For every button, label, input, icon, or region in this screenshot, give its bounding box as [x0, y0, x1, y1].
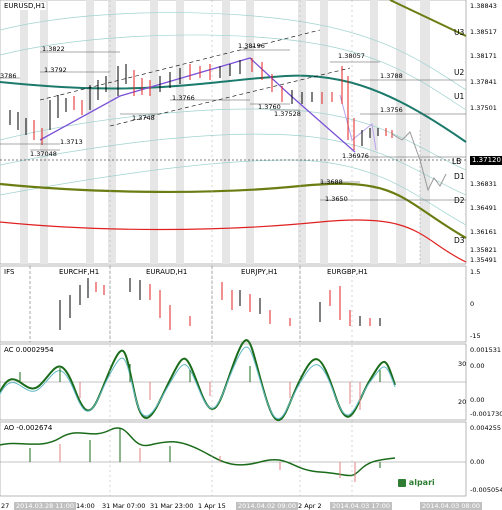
ac-left-mark: 30 [458, 360, 467, 368]
time-label: 14:00 [76, 502, 95, 510]
level-label-lb: LB [452, 157, 462, 166]
logo-text: alpari [408, 478, 435, 487]
annotation: 1.3748 [132, 114, 155, 122]
price-scale-label: 1.36161 [470, 228, 497, 236]
logo-icon [398, 478, 406, 487]
annotation: 1.38057 [338, 52, 365, 60]
ac-histogram [19, 364, 381, 410]
current-price-tag: 1.37120 [470, 156, 502, 165]
price-scale-label: 1.38171 [470, 52, 497, 60]
time-label: 31 Mar 07:00 [102, 502, 146, 510]
ao-title: AO -0.002674 [3, 424, 54, 432]
ao-scale-label: -0.005054 [470, 486, 502, 494]
price-scale-label: 1.38517 [470, 28, 497, 36]
ac-scale-label: 0.001531 [470, 346, 502, 354]
annotation: 1.36976 [342, 152, 369, 160]
left-edge-label: 3786 [0, 72, 17, 80]
price-scale-label: 1.35821 [470, 246, 497, 254]
price-scale-label: 1.37841 [470, 78, 497, 86]
ac-scale-label: 0.00 [470, 362, 485, 370]
ao-histogram [29, 428, 381, 482]
time-label-highlight: 2014.04.02 09:00 [236, 502, 299, 510]
main-candles [9, 58, 393, 150]
mini-charts-pane [0, 265, 467, 343]
annotation: 1.3760 [258, 103, 281, 111]
alpari-logo: alpari [398, 478, 435, 487]
time-label-highlight: 2014.04.03 08:00 [420, 502, 483, 510]
ao-scale-label: 0.004255 [470, 424, 502, 432]
mini-left-title: IFS [3, 268, 16, 276]
projection-path [391, 131, 447, 192]
annotation: 1.3822 [42, 45, 65, 53]
ac-scale-label: -0.001730 [470, 410, 502, 418]
mini-dividers [29, 266, 301, 342]
mini-title-euraud: EURAUD,H1 [145, 268, 189, 276]
ac-left-mark: 20 [458, 398, 467, 406]
level-label-d1: D1 [454, 172, 465, 181]
ao-line [0, 427, 396, 477]
annotation: 1.37528 [274, 110, 301, 118]
band-lines [0, 12, 467, 226]
mini-candles [59, 278, 381, 330]
ao-scale-label: 0.00 [470, 458, 485, 466]
time-label: 31 Mar 23:00 [150, 502, 194, 510]
annotation: 1.3766 [172, 94, 195, 102]
annotation: 1.37048 [30, 150, 57, 158]
annotation: 1.38196 [238, 42, 265, 50]
time-label: 2 Apr 2 [298, 502, 322, 510]
annotation: 1.3788 [380, 72, 403, 80]
level-lines [0, 49, 466, 201]
time-label-highlight: 2014.04.03 17:00 [330, 502, 393, 510]
annotation: 1.3650 [325, 195, 348, 203]
ac-scale-label: 0.00 [470, 396, 485, 404]
mini-title-eurjpy: EURJPY,H1 [240, 268, 279, 276]
olive-moving-average [0, 182, 467, 239]
price-scale-label: 1.38843 [470, 2, 497, 10]
session-shading [20, 0, 430, 264]
upper-olive-line [389, 0, 467, 37]
level-label-d3: D3 [454, 236, 465, 245]
price-scale-label: 1.36491 [470, 204, 497, 212]
level-label-u1: U1 [454, 92, 465, 101]
price-scale-label: 1.37501 [470, 104, 497, 112]
level-label-u3: U3 [454, 28, 465, 37]
mini-scale-label: 0 [470, 300, 475, 308]
teal-moving-average [0, 74, 467, 143]
time-label-highlight: 2014.03.28 11:00 [14, 502, 77, 510]
red-moving-average [0, 219, 467, 263]
annotation: 1.3792 [44, 66, 67, 74]
purple-zigzag [39, 57, 356, 153]
annotation: 1.3713 [60, 138, 83, 146]
level-label-u2: U2 [454, 68, 465, 77]
annotation: 1.3688 [320, 178, 343, 186]
mini-scale-label: -15 [470, 332, 481, 340]
price-scale-label: 1.36831 [470, 180, 497, 188]
price-scale-label: 1.35491 [470, 256, 497, 264]
annotation: 1.3756 [380, 106, 403, 114]
symbol-title: EURUSD,H1 [3, 2, 47, 10]
ac-signal-line [0, 339, 396, 422]
ac-title: AC 0.0002954 [3, 346, 55, 354]
mini-title-eurgbp: EURGBP,H1 [326, 268, 369, 276]
mini-title-eurchf: EURCHF,H1 [58, 268, 101, 276]
time-label: 1 Apr 15 [198, 502, 226, 510]
time-label: 27 [1, 502, 10, 510]
level-label-d2: D2 [454, 196, 465, 205]
mini-scale-label: 1.5 [470, 268, 481, 276]
dashed-channel [39, 29, 351, 127]
